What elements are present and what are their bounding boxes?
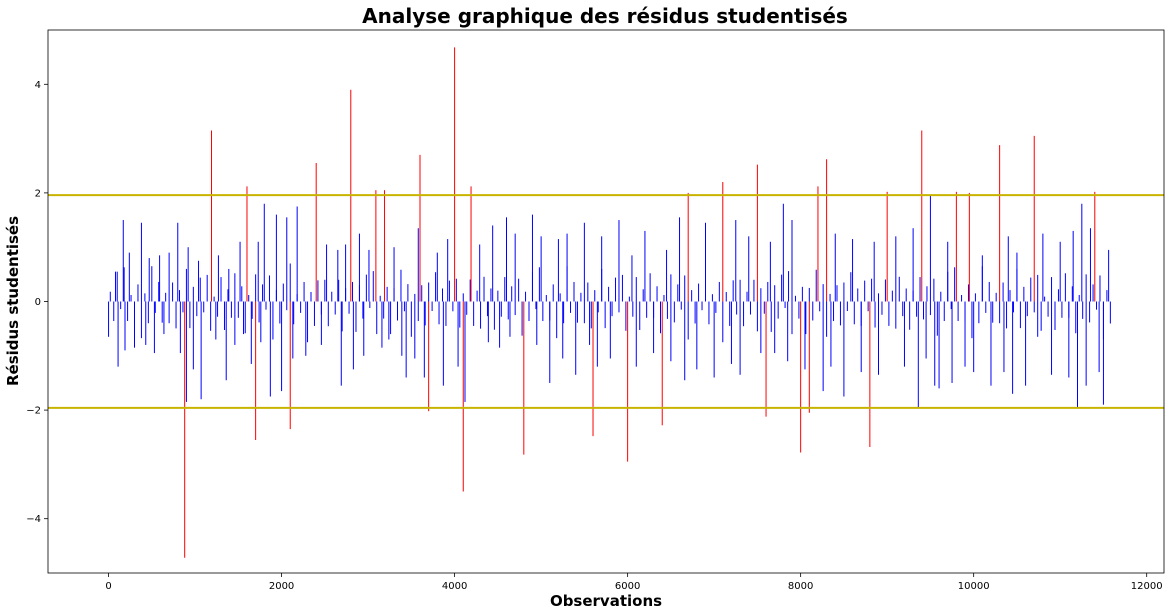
x-axis-ticks: 0 2000 4000 6000 8000 10000 12000 — [105, 573, 1163, 592]
y-tick-label: 4 — [35, 80, 41, 91]
x-tick-label: 6000 — [615, 581, 640, 592]
x-tick-label: 8000 — [788, 581, 813, 592]
y-axis-label: Résidus studentisés — [4, 216, 22, 386]
y-tick-label: −2 — [26, 406, 41, 417]
y-tick-label: −4 — [26, 514, 41, 525]
y-axis-ticks: −4 −2 0 2 4 — [26, 80, 48, 525]
residual-bars — [108, 47, 1111, 558]
x-tick-label: 12000 — [1131, 581, 1163, 592]
x-tick-label: 0 — [105, 581, 111, 592]
x-tick-label: 4000 — [442, 581, 467, 592]
y-tick-label: 0 — [35, 297, 41, 308]
x-tick-label: 10000 — [958, 581, 990, 592]
x-axis-label: Observations — [550, 592, 662, 610]
threshold-lines — [48, 194, 1164, 409]
y-tick-label: 2 — [35, 188, 41, 199]
chart-title: Analyse graphique des résidus studentisé… — [362, 4, 848, 28]
x-tick-label: 2000 — [269, 581, 294, 592]
